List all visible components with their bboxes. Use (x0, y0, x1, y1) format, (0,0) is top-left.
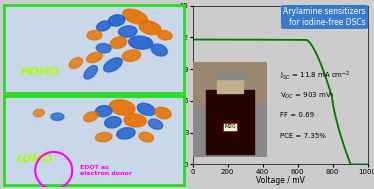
Ellipse shape (33, 109, 45, 117)
Ellipse shape (117, 128, 135, 139)
FancyBboxPatch shape (4, 5, 184, 93)
Bar (193, 62, 267, 105)
Bar (206, 90, 254, 154)
Ellipse shape (123, 9, 147, 24)
X-axis label: Voltage / mV: Voltage / mV (256, 176, 304, 185)
Ellipse shape (109, 100, 135, 115)
Ellipse shape (69, 58, 83, 68)
Ellipse shape (151, 44, 167, 56)
Bar (193, 105, 267, 157)
Bar (215, 72, 245, 79)
Ellipse shape (119, 26, 137, 37)
Ellipse shape (139, 132, 153, 142)
Ellipse shape (105, 117, 121, 128)
Text: V$_{OC}$ = 903 mV: V$_{OC}$ = 903 mV (280, 91, 332, 101)
Ellipse shape (96, 43, 111, 53)
Ellipse shape (157, 30, 172, 40)
Ellipse shape (122, 50, 141, 61)
Text: M20: M20 (224, 124, 236, 129)
Ellipse shape (86, 52, 102, 63)
Ellipse shape (104, 58, 122, 72)
Text: Arylamine sensitizers
for iodine-free DSCs: Arylamine sensitizers for iodine-free DS… (283, 7, 366, 27)
Ellipse shape (95, 106, 112, 117)
Ellipse shape (155, 107, 171, 119)
Y-axis label: Current density / mA cm⁻²: Current density / mA cm⁻² (171, 41, 178, 129)
Ellipse shape (148, 119, 163, 129)
Ellipse shape (84, 66, 98, 79)
Text: PCE = 7.35%: PCE = 7.35% (280, 133, 326, 139)
Ellipse shape (124, 114, 146, 127)
Ellipse shape (108, 15, 125, 26)
Text: HOMO: HOMO (21, 67, 60, 77)
Text: EDOT as
electron donor: EDOT as electron donor (80, 165, 132, 176)
Ellipse shape (51, 113, 64, 120)
Text: FF = 0.69: FF = 0.69 (280, 112, 314, 118)
FancyBboxPatch shape (4, 96, 184, 185)
Ellipse shape (84, 112, 98, 122)
Ellipse shape (137, 103, 155, 115)
Ellipse shape (95, 132, 112, 142)
Ellipse shape (129, 36, 153, 49)
Ellipse shape (110, 37, 127, 48)
Ellipse shape (139, 21, 161, 35)
Text: LUMO: LUMO (17, 154, 53, 164)
Text: J$_{SC}$ = 11.8 mA cm$^{-2}$: J$_{SC}$ = 11.8 mA cm$^{-2}$ (280, 69, 351, 82)
Ellipse shape (87, 31, 102, 40)
Ellipse shape (96, 21, 111, 31)
Bar (217, 76, 243, 93)
